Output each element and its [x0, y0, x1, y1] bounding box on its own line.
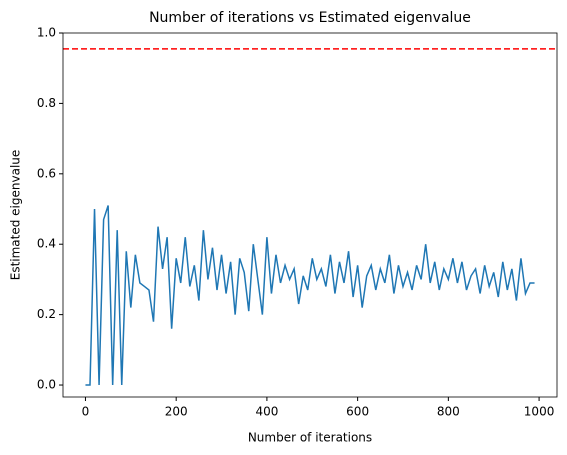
data-line [85, 205, 535, 386]
y-tick-label: 0.0 [37, 378, 56, 392]
chart-title: Number of iterations vs Estimated eigenv… [149, 10, 471, 26]
x-tick-label: 1000 [524, 405, 555, 419]
y-tick-label: 1.0 [37, 26, 56, 40]
x-tick-label: 800 [437, 405, 460, 419]
y-tick-label: 0.8 [37, 96, 56, 110]
y-tick-label: 0.6 [37, 166, 56, 180]
x-tick-label: 400 [255, 405, 278, 419]
x-tick-label: 0 [82, 405, 90, 419]
y-tick-label: 0.4 [37, 237, 56, 251]
x-axis-label: Number of iterations [248, 431, 372, 445]
y-axis-label: Estimated eigenvalue [9, 150, 23, 281]
y-tick-label: 0.2 [37, 307, 56, 321]
x-tick-label: 600 [346, 405, 369, 419]
x-tick-label: 200 [165, 405, 188, 419]
plot-frame [62, 32, 558, 398]
